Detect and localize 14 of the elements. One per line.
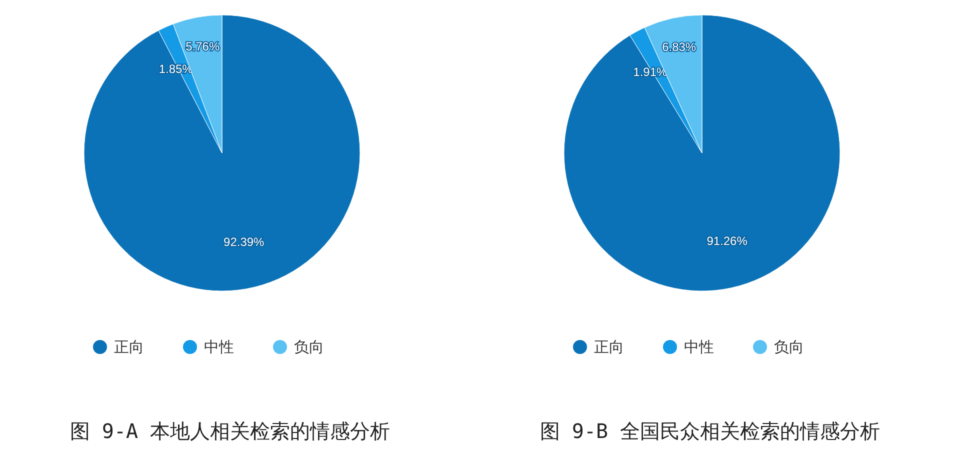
- legend-label: 中性: [684, 338, 714, 356]
- pie-slice: [84, 14, 360, 292]
- legend-label: 负向: [294, 338, 324, 356]
- text: 图 9-A 本地人相关检索的情感分析: [70, 419, 390, 443]
- data-label: 5.76%: [186, 39, 220, 54]
- legend-label: 负向: [774, 338, 804, 356]
- data-label: 92.39%: [224, 235, 265, 249]
- legend-label: 正向: [594, 338, 624, 356]
- pie-slice: [564, 14, 840, 292]
- data-label: 6.83%: [662, 40, 696, 54]
- legend-label: 中性: [204, 338, 234, 356]
- data-label: 91.26%: [706, 234, 748, 248]
- legend-label: 正向: [114, 338, 144, 356]
- text: 图 9-B 全国民众相关检索的情感分析: [540, 419, 880, 443]
